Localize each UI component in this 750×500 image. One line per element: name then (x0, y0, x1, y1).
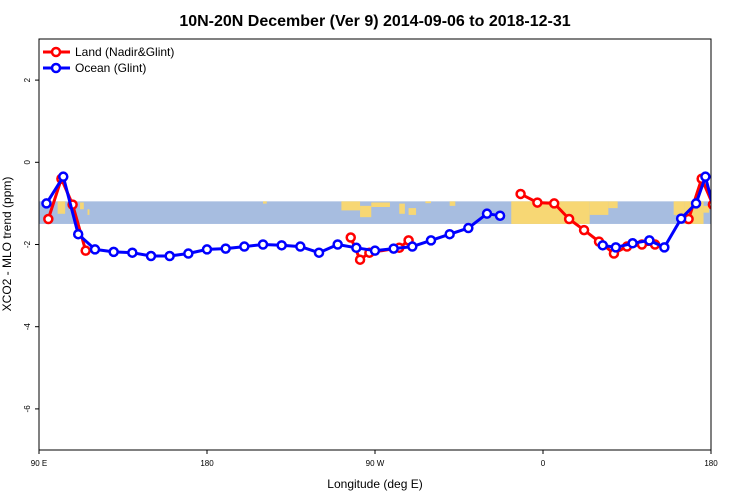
land-ocean-band (39, 201, 728, 224)
data-point (58, 171, 69, 182)
data-point (145, 250, 157, 262)
land-patch (341, 201, 361, 211)
data-point (276, 240, 287, 251)
land-patch (703, 205, 710, 213)
series-1 (41, 171, 739, 262)
land-patch (724, 208, 728, 216)
land-patch (57, 201, 66, 214)
x-axis: 90 E 180 90 W 0 180 (31, 450, 718, 468)
x-axis-label: Longitude (deg E) (327, 477, 422, 491)
data-point (494, 210, 506, 221)
data-point (351, 242, 362, 254)
data-point (72, 228, 84, 240)
y-tick-label: 2 (23, 77, 32, 82)
data-point (716, 230, 724, 238)
legend-ocean-label: Ocean (Glint) (75, 61, 146, 75)
data-point (332, 239, 343, 250)
x-tick-label: 180 (704, 459, 718, 468)
data-point (610, 242, 622, 253)
data-point (345, 232, 356, 243)
land-patch (399, 203, 405, 214)
y-axis-label: XCO2 - MLO trend (ppm) (0, 177, 14, 312)
data-point (700, 171, 711, 182)
land-patch (673, 201, 685, 215)
land-patch (608, 201, 618, 209)
data-point (388, 243, 399, 254)
data-point (295, 241, 306, 252)
data-point (722, 247, 730, 255)
land-patch (425, 201, 431, 204)
data-point (515, 188, 526, 200)
data-point (481, 208, 493, 219)
series-layer (41, 171, 739, 265)
land-patch (371, 202, 390, 207)
data-point (578, 224, 590, 236)
land-patch (360, 205, 372, 218)
data-point (675, 213, 687, 224)
y-tick-label: -6 (23, 405, 32, 413)
data-point (89, 244, 101, 255)
legend: Land (Nadir&Glint) Ocean (Glint) (43, 45, 174, 75)
data-point (644, 235, 655, 246)
data-point (127, 247, 138, 258)
x-tick-label: 0 (541, 459, 546, 468)
land-patch (80, 202, 84, 210)
data-point (201, 244, 213, 255)
data-point (690, 198, 702, 209)
data-point (257, 239, 269, 250)
data-point (548, 198, 560, 209)
data-point (183, 248, 194, 259)
legend-land-label: Land (Nadir&Glint) (75, 45, 174, 59)
y-axis: 2 0 -2 -4 -6 (23, 77, 39, 412)
data-point (659, 242, 670, 253)
data-point (369, 245, 381, 256)
data-point (707, 199, 711, 210)
land-patch (715, 204, 721, 215)
data-point (407, 241, 418, 252)
y-tick-label: -2 (23, 240, 32, 248)
land-patch (449, 201, 456, 206)
data-point (108, 246, 119, 258)
data-point (239, 241, 250, 252)
data-point (597, 240, 608, 251)
data-point (444, 228, 455, 240)
data-point (731, 245, 739, 253)
x-tick-label: 90 E (31, 459, 47, 468)
data-point (313, 247, 325, 258)
data-point (220, 243, 231, 254)
chart-title: 10N-20N December (Ver 9) 2014-09-06 to 2… (179, 13, 570, 30)
data-point (563, 213, 575, 225)
data-point (425, 235, 437, 246)
land-patch (87, 209, 90, 215)
legend-land-marker (50, 46, 62, 58)
y-tick-label: 0 (23, 160, 32, 165)
data-point (41, 198, 52, 209)
x-tick-label: 90 W (366, 459, 385, 468)
y-tick-label: -4 (23, 323, 32, 331)
land-patch (408, 208, 417, 215)
data-point (80, 245, 91, 256)
data-point (463, 222, 474, 234)
data-point (627, 238, 638, 249)
plot-frame (38, 38, 712, 451)
legend-ocean-marker (50, 62, 62, 74)
data-point (532, 197, 543, 208)
data-point (43, 213, 54, 225)
land-patch (589, 201, 609, 215)
x-tick-label: 180 (200, 459, 214, 468)
land-patch (263, 201, 267, 204)
data-point (164, 250, 175, 262)
data-point (354, 254, 366, 265)
